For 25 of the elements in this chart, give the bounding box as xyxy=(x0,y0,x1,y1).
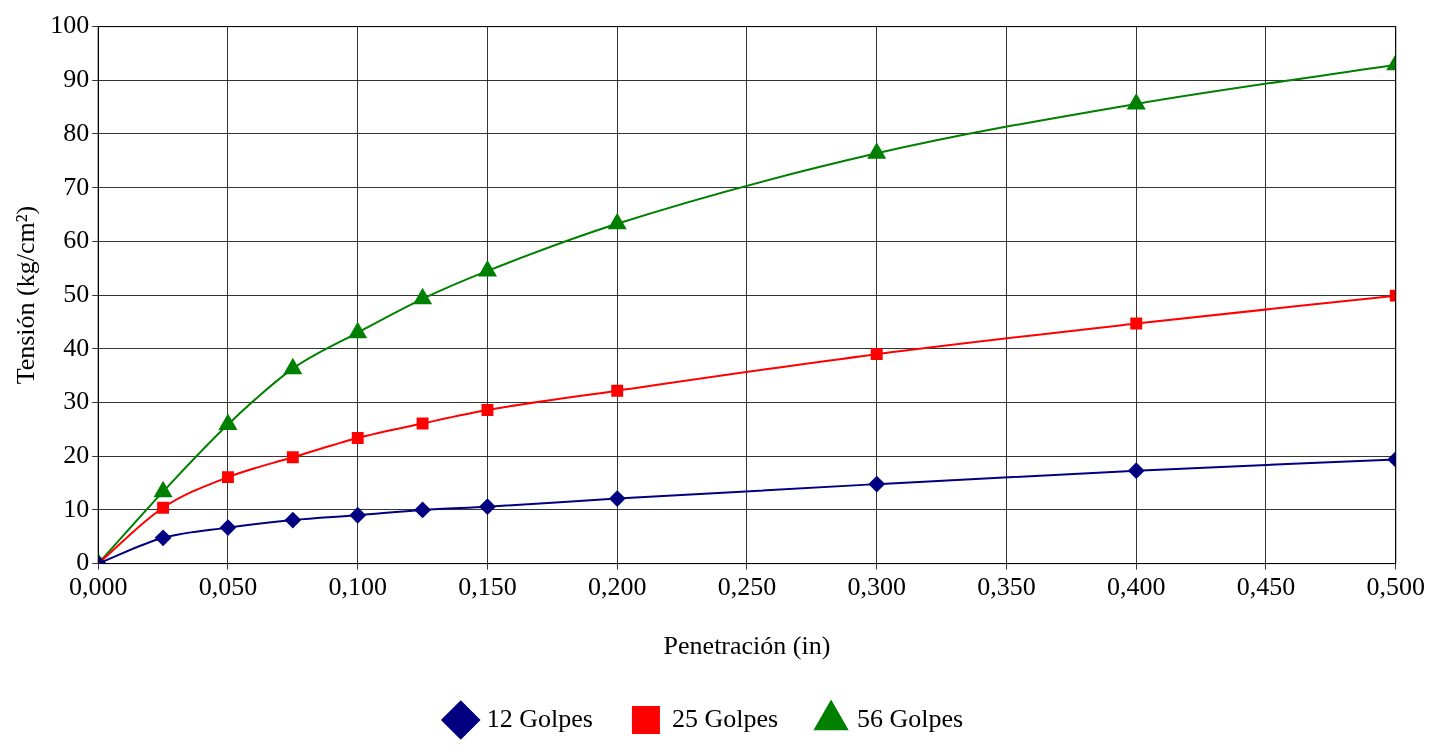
legend-label: 56 Golpes xyxy=(857,703,964,733)
x-tick-label: 0,100 xyxy=(328,572,387,602)
y-tick-label: 20 xyxy=(63,440,90,470)
y-tick-label: 30 xyxy=(63,386,90,416)
y-tick-label: 60 xyxy=(63,225,90,255)
y-tick-label: 100 xyxy=(50,10,90,40)
x-tick-label: 0,350 xyxy=(977,572,1036,602)
x-axis-title: Penetración (in) xyxy=(663,631,831,661)
x-tick-label: 0,150 xyxy=(458,572,517,602)
y-axis-title: Tensión (kg/cm²) xyxy=(11,205,41,385)
x-tick-label: 0,250 xyxy=(717,572,777,602)
x-tick-label: 0,450 xyxy=(1236,572,1296,602)
legend-label: 12 Golpes xyxy=(486,703,593,733)
y-tick-label: 10 xyxy=(63,493,90,523)
x-tick-label: 0,200 xyxy=(587,572,647,602)
x-tick-label: 0,400 xyxy=(1106,572,1166,602)
y-tick-label: 40 xyxy=(63,332,90,362)
x-tick-label: 0,300 xyxy=(847,572,906,602)
x-tick-label: 0,050 xyxy=(198,572,258,602)
y-tick-label: 70 xyxy=(63,171,90,201)
y-tick-label: 50 xyxy=(63,278,90,308)
legend-label: 25 Golpes xyxy=(671,703,779,733)
y-tick-label: 80 xyxy=(63,117,90,147)
x-tick-label: 0,500 xyxy=(1366,572,1425,602)
y-tick-label: 90 xyxy=(63,64,90,94)
